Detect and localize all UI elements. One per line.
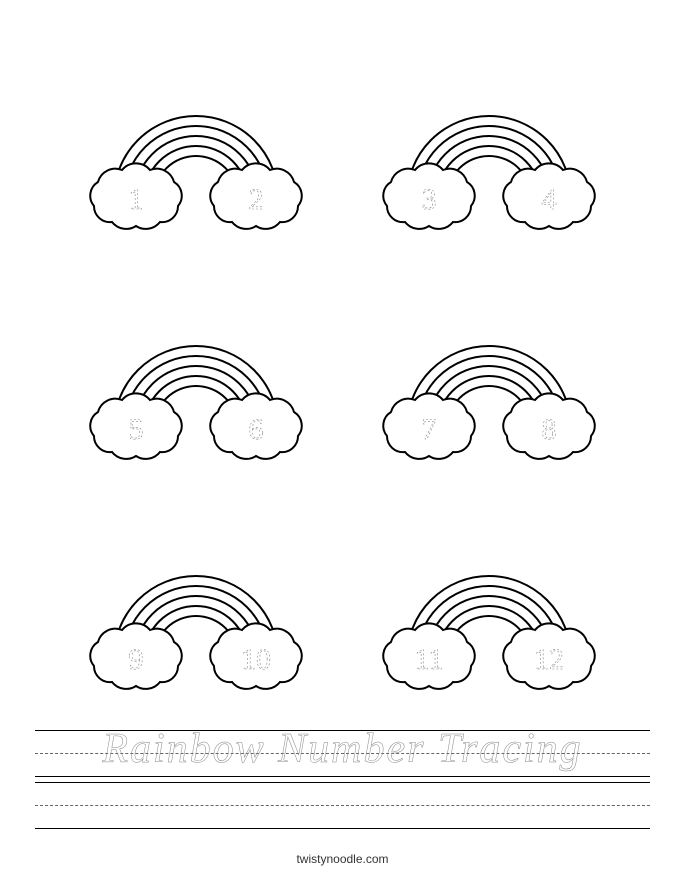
svg-text:9: 9 xyxy=(129,643,144,676)
rainbow-1: 12 xyxy=(70,65,323,250)
svg-text:7: 7 xyxy=(421,413,436,446)
worksheet-title: Rainbow Number Tracing xyxy=(35,725,650,773)
svg-text:6: 6 xyxy=(249,413,264,446)
svg-text:5: 5 xyxy=(129,413,144,446)
svg-text:10: 10 xyxy=(241,643,271,676)
footer-credit: twistynoodle.com xyxy=(30,852,655,866)
writing-line-1: Rainbow Number Tracing xyxy=(35,730,650,776)
worksheet: 12 34 56 78 910 xyxy=(0,0,685,886)
rainbow-5: 9 10 xyxy=(70,525,323,710)
rainbow-4: 78 xyxy=(363,295,616,480)
rainbow-grid: 12 34 56 78 910 xyxy=(30,40,655,720)
rainbow-6: 11 12 xyxy=(363,525,616,710)
svg-text:12: 12 xyxy=(534,643,564,676)
svg-text:2: 2 xyxy=(249,183,264,216)
svg-text:1: 1 xyxy=(129,183,144,216)
writing-lines: Rainbow Number Tracing xyxy=(30,730,655,834)
rainbow-3: 56 xyxy=(70,295,323,480)
svg-text:3: 3 xyxy=(421,183,436,216)
svg-text:4: 4 xyxy=(541,183,556,216)
rainbow-2: 34 xyxy=(363,65,616,250)
svg-text:8: 8 xyxy=(541,413,556,446)
writing-line-2 xyxy=(35,782,650,828)
svg-text:11: 11 xyxy=(414,643,443,676)
